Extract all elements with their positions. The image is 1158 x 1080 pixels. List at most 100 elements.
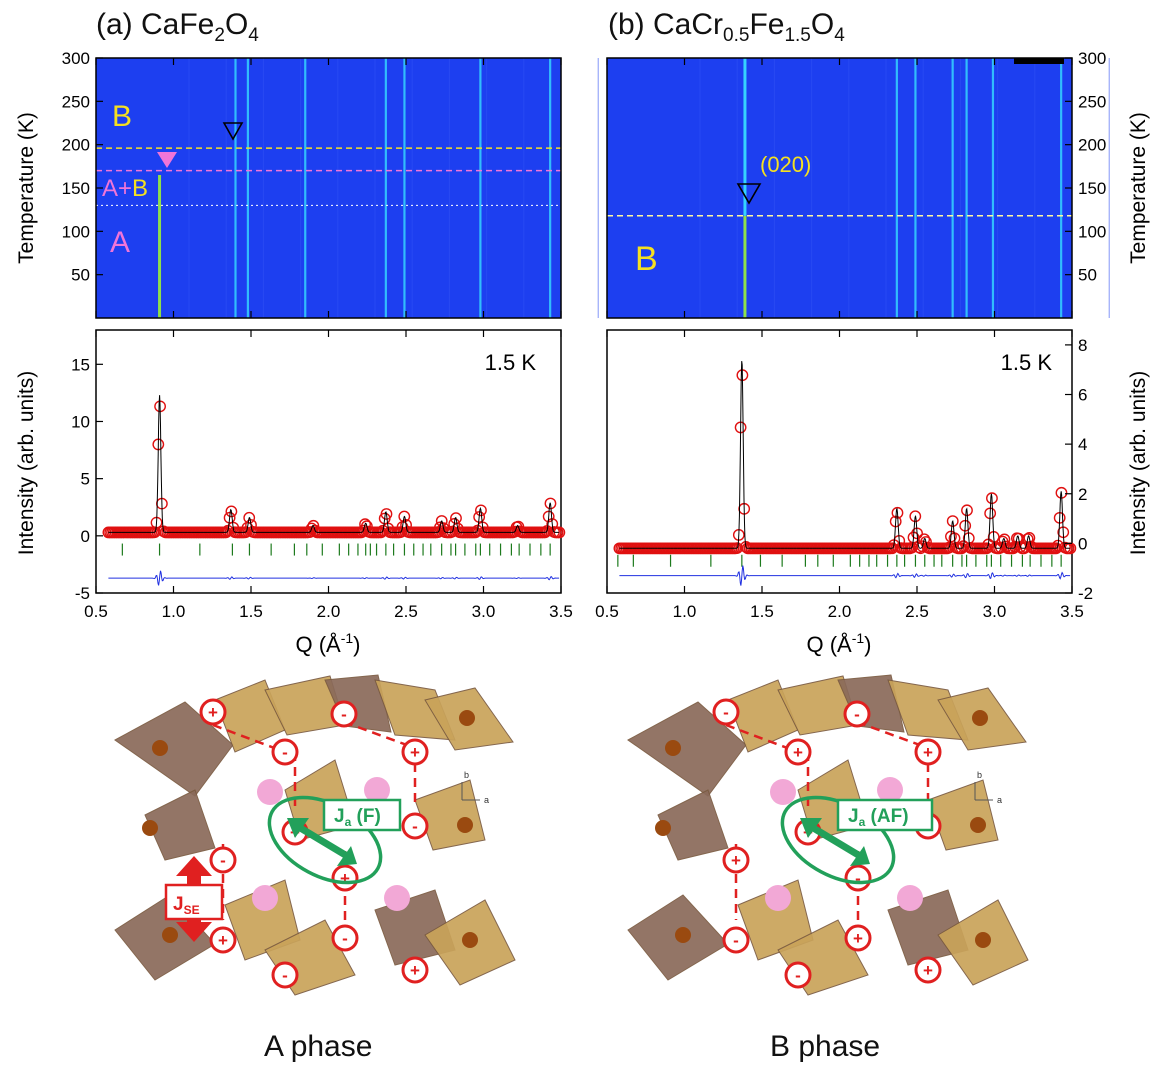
y-tick-label: 200 — [62, 136, 90, 155]
x-tick-label: 3.5 — [549, 602, 573, 621]
ja-af-sub: a — [859, 815, 866, 829]
lattice-a-label-b: a — [997, 795, 1002, 805]
y-tick-label: 250 — [1078, 92, 1106, 111]
y-tick-label: 15 — [71, 355, 90, 374]
octahedron — [144, 789, 216, 861]
spin-circle — [722, 926, 750, 954]
spin-circle — [271, 738, 299, 766]
ja-f-box — [322, 798, 402, 832]
x-tick-label: 0.5 — [84, 602, 108, 621]
calcium-atom — [384, 885, 410, 911]
heatmap-b-background — [607, 58, 1072, 318]
spin-circle — [784, 961, 812, 989]
x-tick-label: 3.5 — [1060, 602, 1084, 621]
observed-point — [398, 510, 411, 523]
spin-sign: - — [342, 929, 348, 948]
caption-b-phase: B phase — [770, 1030, 881, 1063]
y-tick-label: 50 — [1078, 266, 1097, 285]
ja-af-text: Ja (AF) — [848, 806, 909, 829]
temp-label-a: 1.5 K — [485, 350, 537, 375]
ja-arrow-head — [800, 818, 822, 838]
iron-atom — [975, 932, 991, 948]
iron-atom — [655, 820, 671, 836]
x-tick-label: 3.0 — [983, 602, 1007, 621]
spin-sign: + — [218, 931, 228, 950]
y-tick-label: 0 — [1078, 534, 1087, 553]
spin-sign: + — [731, 851, 741, 870]
crystal-structure-a: +--++--++--+ — [114, 674, 516, 996]
exchange-path — [343, 720, 416, 750]
jse-box — [164, 883, 224, 921]
ja-af-tail: (AF) — [865, 806, 908, 827]
spin-circle — [271, 961, 299, 989]
jse-arrow-up — [176, 856, 212, 896]
iron-atom — [972, 710, 988, 726]
spin-sign: - — [412, 817, 418, 836]
phase-b-label-b: B — [635, 240, 658, 278]
octahedron — [927, 779, 999, 851]
spin-circle — [401, 956, 429, 984]
observed-point — [544, 497, 557, 510]
iron-atom — [142, 820, 158, 836]
iron-atom — [152, 740, 168, 756]
calcium-atom — [770, 779, 796, 805]
spin-circle — [330, 700, 358, 728]
y-tick-label: 250 — [62, 92, 90, 111]
spin-circle — [712, 698, 740, 726]
title-b-sub3: 4 — [834, 25, 845, 46]
y-tick-label: -2 — [1078, 584, 1093, 603]
iron-atom — [462, 932, 478, 948]
spin-sign: - — [854, 705, 860, 724]
lattice-axes-a — [461, 782, 480, 801]
ja-f-main: J — [334, 806, 345, 827]
q-label-b-main: Q (Å — [806, 632, 852, 657]
title-b-text: (b) CaCr — [608, 8, 724, 41]
y-tick-label: 0 — [81, 527, 90, 546]
iron-atom — [665, 740, 681, 756]
spin-sign: + — [410, 961, 420, 980]
observed-point — [225, 505, 238, 518]
observed-point — [473, 511, 486, 523]
q-label-a-main: Q (Å — [295, 632, 341, 657]
axis-ticks: 5010015020025030050100150200250300-50510… — [62, 49, 1107, 621]
x-tick-label: 1.5 — [750, 602, 774, 621]
spin-circle — [209, 846, 237, 874]
pattern-a-plot — [102, 395, 566, 586]
spin-sign: + — [923, 743, 933, 762]
phase-ab-a: A — [102, 175, 118, 202]
difference-line — [619, 565, 1071, 586]
crystal-structure-b: --+++-+--+-+ — [627, 674, 1029, 996]
jse-arrow-down — [176, 902, 212, 942]
spin-sign: + — [923, 961, 933, 980]
title-a-sub1: 2 — [214, 25, 225, 46]
y-axis-label-intensity-left: Intensity (arb. units) — [15, 371, 38, 555]
caption-a-phase: A phase — [264, 1030, 373, 1063]
observed-point — [909, 510, 922, 523]
title-b-sub1: 0.5 — [723, 25, 750, 46]
spin-circle — [199, 698, 227, 726]
title-a-text: (a) CaFe — [96, 8, 215, 41]
ja-af-main: J — [848, 806, 859, 827]
calcium-atom — [364, 777, 390, 803]
spin-sign: + — [410, 743, 420, 762]
spin-circle — [401, 738, 429, 766]
y-tick-label: 4 — [1078, 435, 1087, 454]
y-tick-label: -5 — [75, 584, 90, 603]
ja-f-tail: (F) — [351, 806, 381, 827]
y-tick-label: 150 — [62, 179, 90, 198]
lattice-a-label-a: a — [484, 795, 489, 805]
x-axis-label-a: Q (Å-1) — [295, 630, 360, 657]
calculated-line — [108, 395, 559, 533]
title-a-sub2: 4 — [248, 25, 259, 46]
spin-sign: - — [282, 966, 288, 985]
lattice-b-label-b: b — [977, 770, 982, 780]
difference-line — [108, 570, 560, 586]
q-label-a-close: ) — [353, 632, 360, 657]
iron-atom — [459, 710, 475, 726]
x-tick-label: 2.0 — [828, 602, 852, 621]
title-b-sub2: 1.5 — [784, 25, 811, 46]
phase-ab-label: A+B — [102, 175, 148, 202]
spin-circle — [914, 738, 942, 766]
y-tick-label: 300 — [1078, 49, 1106, 68]
x-tick-label: 1.5 — [239, 602, 263, 621]
